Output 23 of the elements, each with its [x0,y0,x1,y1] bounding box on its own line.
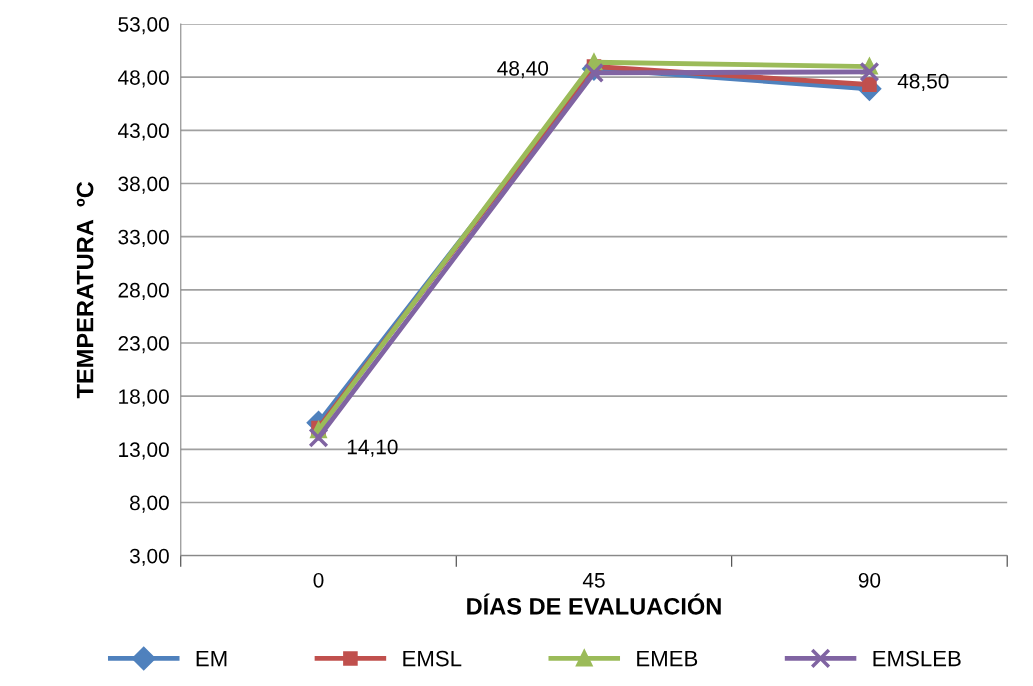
legend-label: EMSL [403,650,462,667]
legend-label: EMEB [637,650,698,667]
y-tick-label: 28,00 [118,282,169,301]
y-tick-label: 18,00 [119,389,169,407]
x-tick-label: 45 [582,573,605,588]
y-tick-label: 8,00 [130,495,169,513]
data-label: 48,40 [497,60,549,79]
y-tick-label: 48,00 [118,70,169,88]
y-tick-label: 43,00 [118,123,169,141]
y-tick-label: 13,00 [119,442,169,460]
data-label: 14,10 [347,439,398,457]
data-label: 48,50 [897,73,949,92]
y-tick-label: 3,00 [129,548,169,566]
x-axis-title: DÍAS DE EVALUACIÓN [467,593,721,615]
x-tick-label: 90 [858,572,881,588]
x-tick-label: 0 [313,572,324,588]
y-tick-label: 23,00 [118,336,169,354]
legend-label: EM [196,650,227,667]
y-tick-label: 53,00 [118,17,169,35]
legend-label: EMSLEB [873,650,961,667]
y-tick-label: 33,00 [118,229,169,247]
y-tick-label: 38,00 [118,176,169,194]
y-axis-title: TEMPERATURA ºC [76,181,94,399]
